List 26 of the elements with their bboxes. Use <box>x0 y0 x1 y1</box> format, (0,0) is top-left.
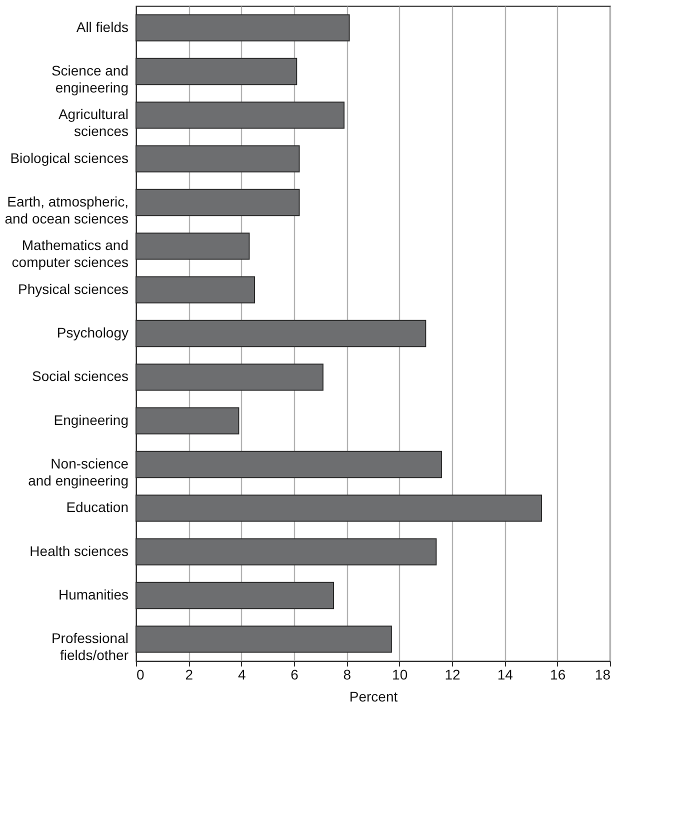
y-tick-label: Science and engineering <box>51 62 128 96</box>
x-tick-label: 16 <box>550 666 566 682</box>
y-tick-label: Social sciences <box>32 368 128 384</box>
x-tick-label: 12 <box>444 666 460 682</box>
y-tick-label: Education <box>66 499 128 516</box>
x-tick-label: 6 <box>290 666 299 682</box>
x-tick-label: 8 <box>343 666 352 682</box>
x-tick-label: 10 <box>392 666 408 682</box>
y-tick-label: Agricultural sciences <box>58 106 128 140</box>
y-tick-label: Physical sciences <box>18 280 128 297</box>
x-tick-label: 0 <box>136 666 144 682</box>
y-tick-label: Engineering <box>54 412 128 428</box>
x-tick-label: 18 <box>594 666 611 682</box>
y-tick-label: Health sciences <box>30 542 128 559</box>
x-tick-label: 2 <box>185 666 194 682</box>
y-tick-label: All fields <box>76 18 128 35</box>
y-tick-label: Professional fields/other <box>51 630 129 664</box>
x-tick-label: 4 <box>238 666 246 682</box>
y-tick-label: Non-science and engineering <box>28 456 129 488</box>
x-axis-title: Percent <box>349 688 398 704</box>
y-tick-label: Mathematics and computer sciences <box>12 237 128 270</box>
y-tick-label: Biological sciences <box>10 150 128 166</box>
y-tick-label: Earth, atmospheric, and ocean sciences <box>4 194 128 226</box>
y-tick-label: Humanities <box>58 586 128 602</box>
x-tick-label: 14 <box>497 666 514 682</box>
y-tick-label: Psychology <box>56 324 128 340</box>
